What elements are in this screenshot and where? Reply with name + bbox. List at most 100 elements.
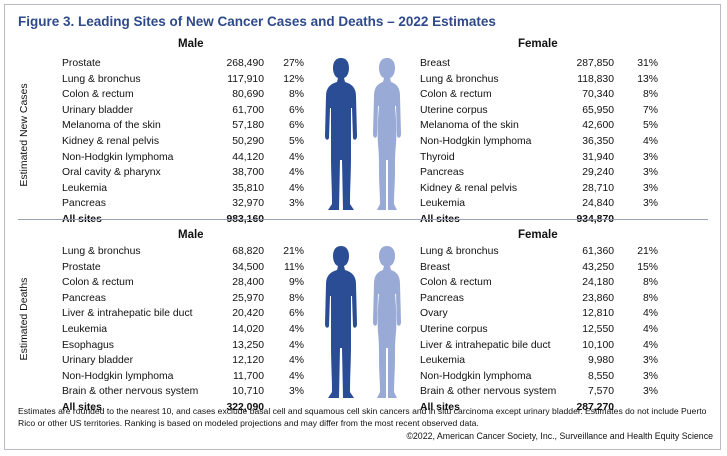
case-count: 24,180 bbox=[582, 277, 614, 289]
percent-share: 31% bbox=[637, 58, 658, 69]
site-name: Leukemia bbox=[62, 182, 108, 194]
deaths-section-label: Estimated Deaths bbox=[18, 277, 30, 361]
site-name: Urinary bladder bbox=[62, 355, 134, 367]
table-row: Pancreas 25,970 8% bbox=[62, 291, 304, 306]
case-count: 80,690 bbox=[232, 89, 264, 101]
site-name: Kidney & renal pelvis bbox=[420, 182, 518, 194]
table-row: Non-Hodgkin lymphoma 36,350 4% bbox=[420, 134, 658, 149]
percent-share: 27% bbox=[283, 58, 304, 69]
male-silhouette-icon bbox=[325, 58, 357, 210]
total-count: 287,270 bbox=[576, 402, 614, 413]
case-count: 9,980 bbox=[587, 355, 614, 367]
site-name: Lung & bronchus bbox=[420, 73, 499, 85]
case-count: 7,570 bbox=[587, 386, 614, 398]
percent-share: 15% bbox=[637, 261, 658, 273]
percent-share: 21% bbox=[283, 246, 304, 257]
percent-share: 3% bbox=[642, 198, 658, 210]
percent-share: 4% bbox=[288, 324, 304, 335]
case-count: 13,250 bbox=[232, 339, 264, 351]
case-count: 42,600 bbox=[582, 120, 614, 132]
table-row: Uterine corpus 65,950 7% bbox=[420, 103, 658, 118]
percent-share: 8% bbox=[642, 292, 658, 304]
site-name: Breast bbox=[420, 261, 451, 273]
site-name: Brain & other nervous system bbox=[420, 386, 557, 398]
percent-share: 4% bbox=[288, 355, 304, 367]
percent-share: 8% bbox=[288, 89, 304, 101]
table-row: Leukemia 14,020 4% bbox=[62, 322, 304, 337]
table-row: Melanoma of the skin 57,180 6% bbox=[62, 118, 304, 133]
percent-share: 6% bbox=[288, 120, 304, 132]
case-count: 43,250 bbox=[582, 261, 614, 273]
table-row: Urinary bladder 12,120 4% bbox=[62, 353, 304, 368]
table-row: Prostate 268,490 27% bbox=[62, 56, 304, 71]
percent-share: 13% bbox=[637, 73, 658, 85]
percent-share: 4% bbox=[288, 167, 304, 179]
case-count: 36,350 bbox=[582, 136, 614, 147]
percent-share: 4% bbox=[288, 151, 304, 163]
copyright: ©2022, American Cancer Society, Inc., Su… bbox=[406, 431, 713, 441]
table-row: Oral cavity & pharynx 38,700 4% bbox=[62, 165, 304, 180]
percent-share: 3% bbox=[642, 355, 658, 367]
case-count: 10,710 bbox=[232, 386, 264, 398]
case-count: 11,700 bbox=[232, 370, 264, 382]
site-name: Prostate bbox=[62, 58, 101, 69]
percent-share: 4% bbox=[642, 308, 658, 320]
site-name: Non-Hodgkin lymphoma bbox=[420, 136, 532, 147]
site-name: Uterine corpus bbox=[420, 324, 488, 335]
table-row: Lung & bronchus 61,360 21% bbox=[420, 244, 658, 259]
percent-share: 8% bbox=[642, 277, 658, 289]
table-row: Lung & bronchus 117,910 12% bbox=[62, 72, 304, 87]
percent-share: 12% bbox=[283, 73, 304, 85]
percent-share: 4% bbox=[288, 339, 304, 351]
site-name: Breast bbox=[420, 58, 451, 69]
site-name: Kidney & renal pelvis bbox=[62, 136, 160, 147]
case-count: 28,400 bbox=[232, 277, 264, 289]
deaths-male-heading: Male bbox=[178, 229, 204, 241]
table-row: Pancreas 32,970 3% bbox=[62, 196, 304, 211]
percent-share: 3% bbox=[288, 198, 304, 210]
table-row: Melanoma of the skin 42,600 5% bbox=[420, 118, 658, 133]
site-name: Non-Hodgkin lymphoma bbox=[62, 151, 174, 163]
site-name: Lung & bronchus bbox=[62, 246, 141, 257]
percent-share: 4% bbox=[288, 182, 304, 194]
site-name: Leukemia bbox=[420, 198, 466, 210]
case-count: 12,810 bbox=[582, 308, 614, 320]
total-count: 322,090 bbox=[226, 402, 264, 413]
site-name: Pancreas bbox=[62, 198, 106, 210]
percent-share: 3% bbox=[288, 386, 304, 398]
site-name: Colon & rectum bbox=[62, 89, 134, 101]
percent-share: 5% bbox=[288, 136, 304, 147]
site-name: Leukemia bbox=[62, 324, 108, 335]
case-count: 65,950 bbox=[582, 104, 614, 116]
case-count: 14,020 bbox=[232, 324, 264, 335]
table-row: Colon & rectum 80,690 8% bbox=[62, 87, 304, 102]
case-count: 117,910 bbox=[227, 73, 264, 85]
new-cases-female-heading: Female bbox=[518, 38, 558, 50]
case-count: 61,360 bbox=[582, 246, 614, 257]
case-count: 29,240 bbox=[582, 167, 614, 179]
site-name: Esophagus bbox=[62, 339, 114, 351]
percent-share: 3% bbox=[642, 370, 658, 382]
percent-share: 6% bbox=[288, 308, 304, 320]
case-count: 12,550 bbox=[582, 324, 614, 335]
case-count: 38,700 bbox=[232, 167, 264, 179]
table-row: Uterine corpus 12,550 4% bbox=[420, 322, 658, 337]
table-row: Non-Hodgkin lymphoma 8,550 3% bbox=[420, 369, 658, 384]
table-row: Lung & bronchus 118,830 13% bbox=[420, 72, 658, 87]
total-row: All sites 322,090 bbox=[62, 400, 304, 415]
table-row: Kidney & renal pelvis 50,290 5% bbox=[62, 134, 304, 149]
case-count: 68,820 bbox=[232, 246, 264, 257]
female-silhouette-icon bbox=[373, 58, 401, 210]
table-row: Urinary bladder 61,700 6% bbox=[62, 103, 304, 118]
figure-frame bbox=[4, 4, 721, 450]
percent-share: 21% bbox=[637, 246, 658, 257]
percent-share: 9% bbox=[288, 277, 304, 289]
site-name: Non-Hodgkin lymphoma bbox=[62, 370, 174, 382]
case-count: 287,850 bbox=[576, 58, 614, 69]
percent-share: 4% bbox=[642, 339, 658, 351]
site-name: Liver & intrahepatic bile duct bbox=[420, 339, 551, 351]
percent-share: 3% bbox=[642, 151, 658, 163]
case-count: 50,290 bbox=[232, 136, 264, 147]
table-row: Liver & intrahepatic bile duct 10,100 4% bbox=[420, 338, 658, 353]
table-row: Pancreas 23,860 8% bbox=[420, 291, 658, 306]
